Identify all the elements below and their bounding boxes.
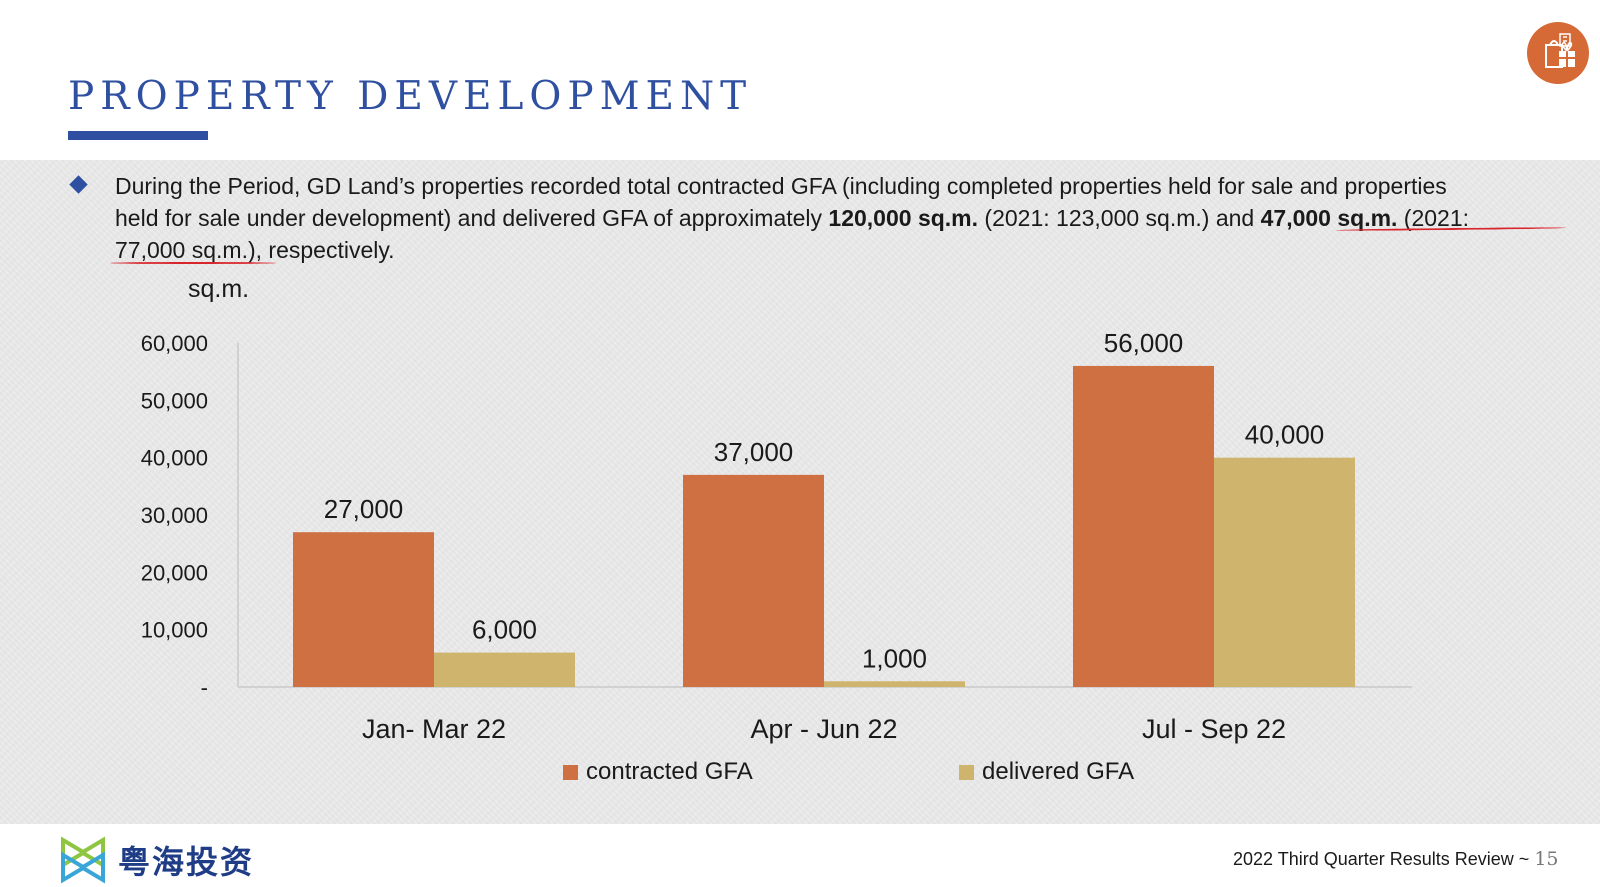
- bar: [1214, 457, 1355, 687]
- paragraph-text: (2021: 123,000 sq.m.) and: [978, 205, 1261, 231]
- y-tick-label: 60,000: [141, 331, 208, 356]
- x-tick-label: Jan- Mar 22: [362, 714, 506, 744]
- bar: [434, 652, 575, 687]
- paragraph-line-3: 77,000 sq.m.), respectively.: [115, 237, 395, 263]
- y-tick-label: 10,000: [141, 618, 208, 643]
- shopping-gift-icon: [1527, 22, 1589, 84]
- paragraph-text: held for sale under development) and del…: [115, 205, 829, 231]
- annotation-underline-2: [110, 262, 276, 264]
- data-label: 6,000: [472, 615, 537, 645]
- company-logo: 粤海投资: [60, 833, 254, 887]
- y-tick-label: 20,000: [141, 560, 208, 585]
- y-axis-unit: sq.m.: [188, 275, 250, 303]
- bar: [1073, 365, 1214, 687]
- y-tick-label: 40,000: [141, 446, 208, 471]
- footer-report-label: 2022 Third Quarter Results Review ~ 15: [1233, 848, 1559, 870]
- legend-swatch-contracted: [563, 764, 578, 780]
- bar: [683, 474, 824, 687]
- page-title: PROPERTY DEVELOPMENT: [68, 74, 753, 119]
- legend-contracted: contracted GFA: [563, 758, 753, 786]
- bar: [824, 681, 965, 687]
- data-label: 27,000: [324, 494, 404, 524]
- company-name: 粤海投资: [118, 843, 255, 881]
- title-underline: [68, 131, 208, 140]
- page-number: 15: [1534, 848, 1559, 870]
- y-tick-label: 50,000: [141, 388, 208, 413]
- data-label: 1,000: [862, 643, 927, 673]
- paragraph-line-1: During the Period, GD Land’s properties …: [115, 173, 1447, 199]
- legend-delivered: delivered GFA: [959, 758, 1134, 786]
- report-title: 2022 Third Quarter Results Review ~: [1233, 849, 1530, 869]
- legend-swatch-delivered: [959, 764, 974, 780]
- x-tick-label: Apr - Jun 22: [750, 714, 897, 744]
- contracted-total: 120,000 sq.m.: [828, 205, 979, 231]
- gd-logo-icon: [61, 836, 105, 884]
- legend-label-contracted: contracted GFA: [586, 758, 753, 785]
- paragraph-text: (2021:: [1397, 205, 1470, 231]
- x-tick-label: Jul - Sep 22: [1142, 714, 1286, 744]
- paragraph-line-2: held for sale under development) and del…: [115, 202, 1575, 234]
- legend-label-delivered: delivered GFA: [982, 758, 1135, 785]
- bar: [293, 532, 434, 687]
- y-tick-label: 30,000: [141, 503, 208, 528]
- summary-paragraph: During the Period, GD Land’s properties …: [115, 170, 1575, 266]
- data-label: 56,000: [1104, 328, 1184, 358]
- y-tick-label: -: [201, 675, 208, 700]
- data-label: 40,000: [1245, 420, 1325, 450]
- data-label: 37,000: [714, 437, 794, 467]
- delivered-total: 47,000 sq.m.: [1260, 205, 1398, 231]
